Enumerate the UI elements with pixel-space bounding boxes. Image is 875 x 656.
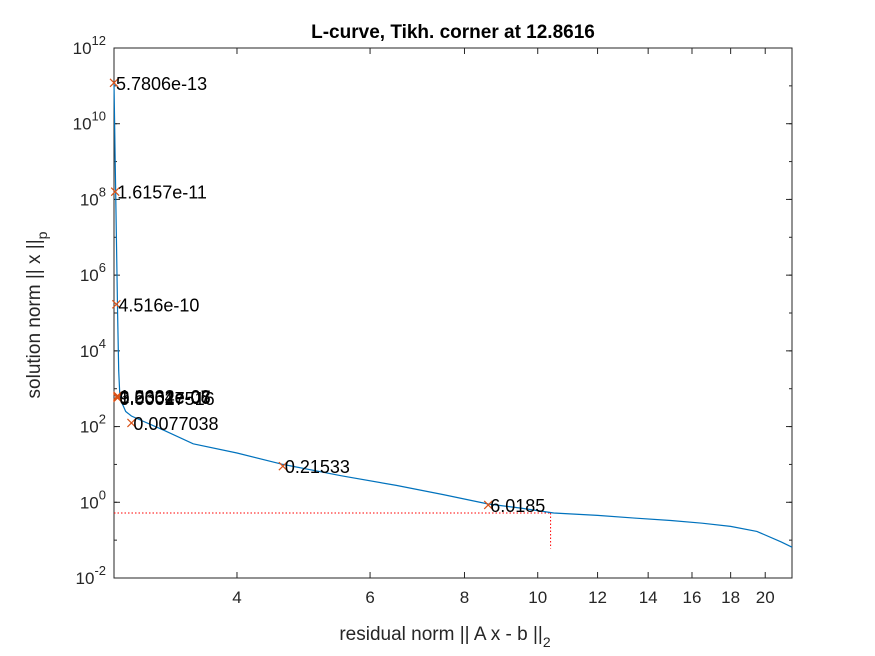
regularization-point-label: 0.21533	[285, 457, 350, 477]
y-axis-label-text: solution norm || x ||	[24, 239, 45, 398]
regularization-marker	[109, 78, 119, 88]
y-tick-label: 106	[80, 260, 106, 285]
x-tick-label: 14	[639, 588, 658, 607]
x-tick-label: 4	[232, 588, 241, 607]
y-tick-label: 1012	[73, 33, 106, 58]
y-axis-label: solution norm || x ||p	[24, 231, 50, 398]
y-tick-label: 102	[80, 412, 106, 437]
y-tick-label: 1010	[73, 109, 106, 134]
regularization-point-label: 1.2632e-08	[120, 387, 211, 407]
regularization-marker	[483, 500, 493, 510]
regularization-point-label: 1.6157e-11	[117, 183, 207, 203]
l-curve-line	[113, 82, 793, 548]
x-tick-label: 16	[683, 588, 702, 607]
regularization-marker	[111, 299, 121, 309]
x-axis-label-text: residual norm || A x - b ||	[339, 624, 543, 645]
regularization-point-label: 4.516e-10	[118, 295, 199, 315]
y-tick-label: 100	[80, 487, 106, 512]
regularization-marker	[113, 393, 122, 403]
regularization-point-label: 0.0077038	[133, 414, 218, 434]
x-tick-label: 10	[528, 588, 547, 607]
x-tick-label: 12	[588, 588, 607, 607]
y-tick-label: 108	[80, 184, 106, 209]
x-tick-label: 18	[721, 588, 740, 607]
regularization-marker	[127, 418, 136, 428]
regularization-point-label: 5.7806e-13	[116, 74, 207, 94]
regularization-point-label: 3.5364e-07	[120, 388, 211, 408]
regularization-point-label: 9.9001e-06	[120, 388, 211, 408]
x-axis-label-subscript: 2	[543, 634, 551, 650]
chart-title: L-curve, Tikh. corner at 12.8616	[311, 22, 595, 43]
regularization-point-label: 0.00027516	[120, 389, 215, 409]
y-axis-label-subscript: p	[34, 231, 50, 239]
y-tick-label: 10-2	[76, 563, 106, 588]
regularization-marker	[110, 187, 120, 197]
x-tick-label: 20	[756, 588, 775, 607]
regularization-point-label: 6.0185	[490, 496, 545, 516]
x-tick-label: 6	[365, 588, 374, 607]
x-tick-label: 8	[460, 588, 469, 607]
y-tick-label: 104	[80, 336, 106, 361]
x-axis-label: residual norm || A x - b ||2	[339, 624, 551, 650]
regularization-marker	[278, 461, 288, 471]
